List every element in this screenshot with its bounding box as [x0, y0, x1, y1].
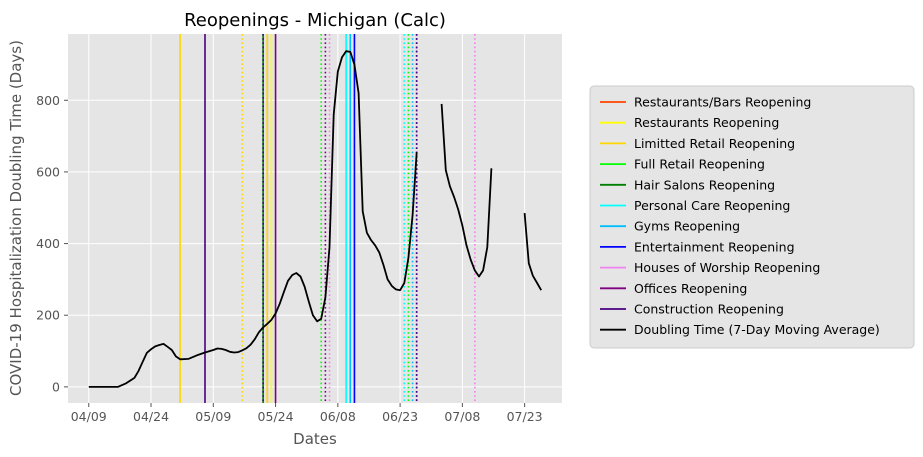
y-tick-label: 800 — [36, 93, 60, 108]
y-tick-label: 0 — [52, 379, 60, 394]
x-tick-label: 07/23 — [507, 409, 543, 424]
grid-lines — [68, 34, 562, 403]
legend-label: Offices Reopening — [634, 281, 747, 296]
y-tick-label: 400 — [36, 236, 60, 251]
x-tick-label: 04/24 — [133, 409, 169, 424]
legend-label: Personal Care Reopening — [634, 198, 790, 213]
x-tick-label: 05/09 — [195, 409, 231, 424]
y-tick-label: 200 — [36, 308, 60, 323]
reopening-lines — [179, 34, 476, 403]
x-tick-label: 04/09 — [71, 409, 107, 424]
x-tick-label: 06/23 — [382, 409, 418, 424]
y-tick-label: 600 — [36, 164, 60, 179]
doubling-time-line — [440, 103, 493, 278]
y-axis: 0 200 400 600 800 — [36, 93, 68, 394]
x-axis: 04/09 04/24 05/09 05/24 06/08 06/23 07/08 07/23 — [71, 403, 543, 424]
x-axis-label: Dates — [293, 430, 337, 448]
legend-label: Entertainment Reopening — [634, 239, 795, 254]
legend-box — [589, 85, 915, 349]
legend-label: Restaurants Reopening — [634, 115, 779, 130]
legend-label: Full Retail Reopening — [634, 157, 765, 172]
y-axis-label: COVID-19 Hospitalization Doubling Time (… — [7, 40, 25, 396]
legend-label: Restaurants/Bars Reopening — [634, 95, 811, 110]
legend-label: Doubling Time (7-Day Moving Average) — [634, 322, 880, 337]
doubling-time-line — [88, 50, 418, 388]
x-tick-label: 05/24 — [258, 409, 294, 424]
legend-label: Gyms Reopening — [634, 219, 740, 234]
x-tick-label: 06/08 — [320, 409, 356, 424]
doubling-time-series — [88, 50, 542, 388]
legend-label: Hair Salons Reopening — [634, 177, 775, 192]
doubling-time-line — [523, 213, 542, 291]
legend: Restaurants/Bars Reopening Restaurants Re… — [589, 85, 915, 349]
x-tick-label: 07/08 — [444, 409, 480, 424]
chart-title: Reopenings - Michigan (Calc) — [184, 10, 446, 31]
legend-label: Limitted Retail Reopening — [634, 136, 795, 151]
legend-label: Houses of Worship Reopening — [634, 260, 820, 275]
legend-label: Construction Reopening — [634, 302, 784, 317]
plot-area — [68, 34, 562, 403]
